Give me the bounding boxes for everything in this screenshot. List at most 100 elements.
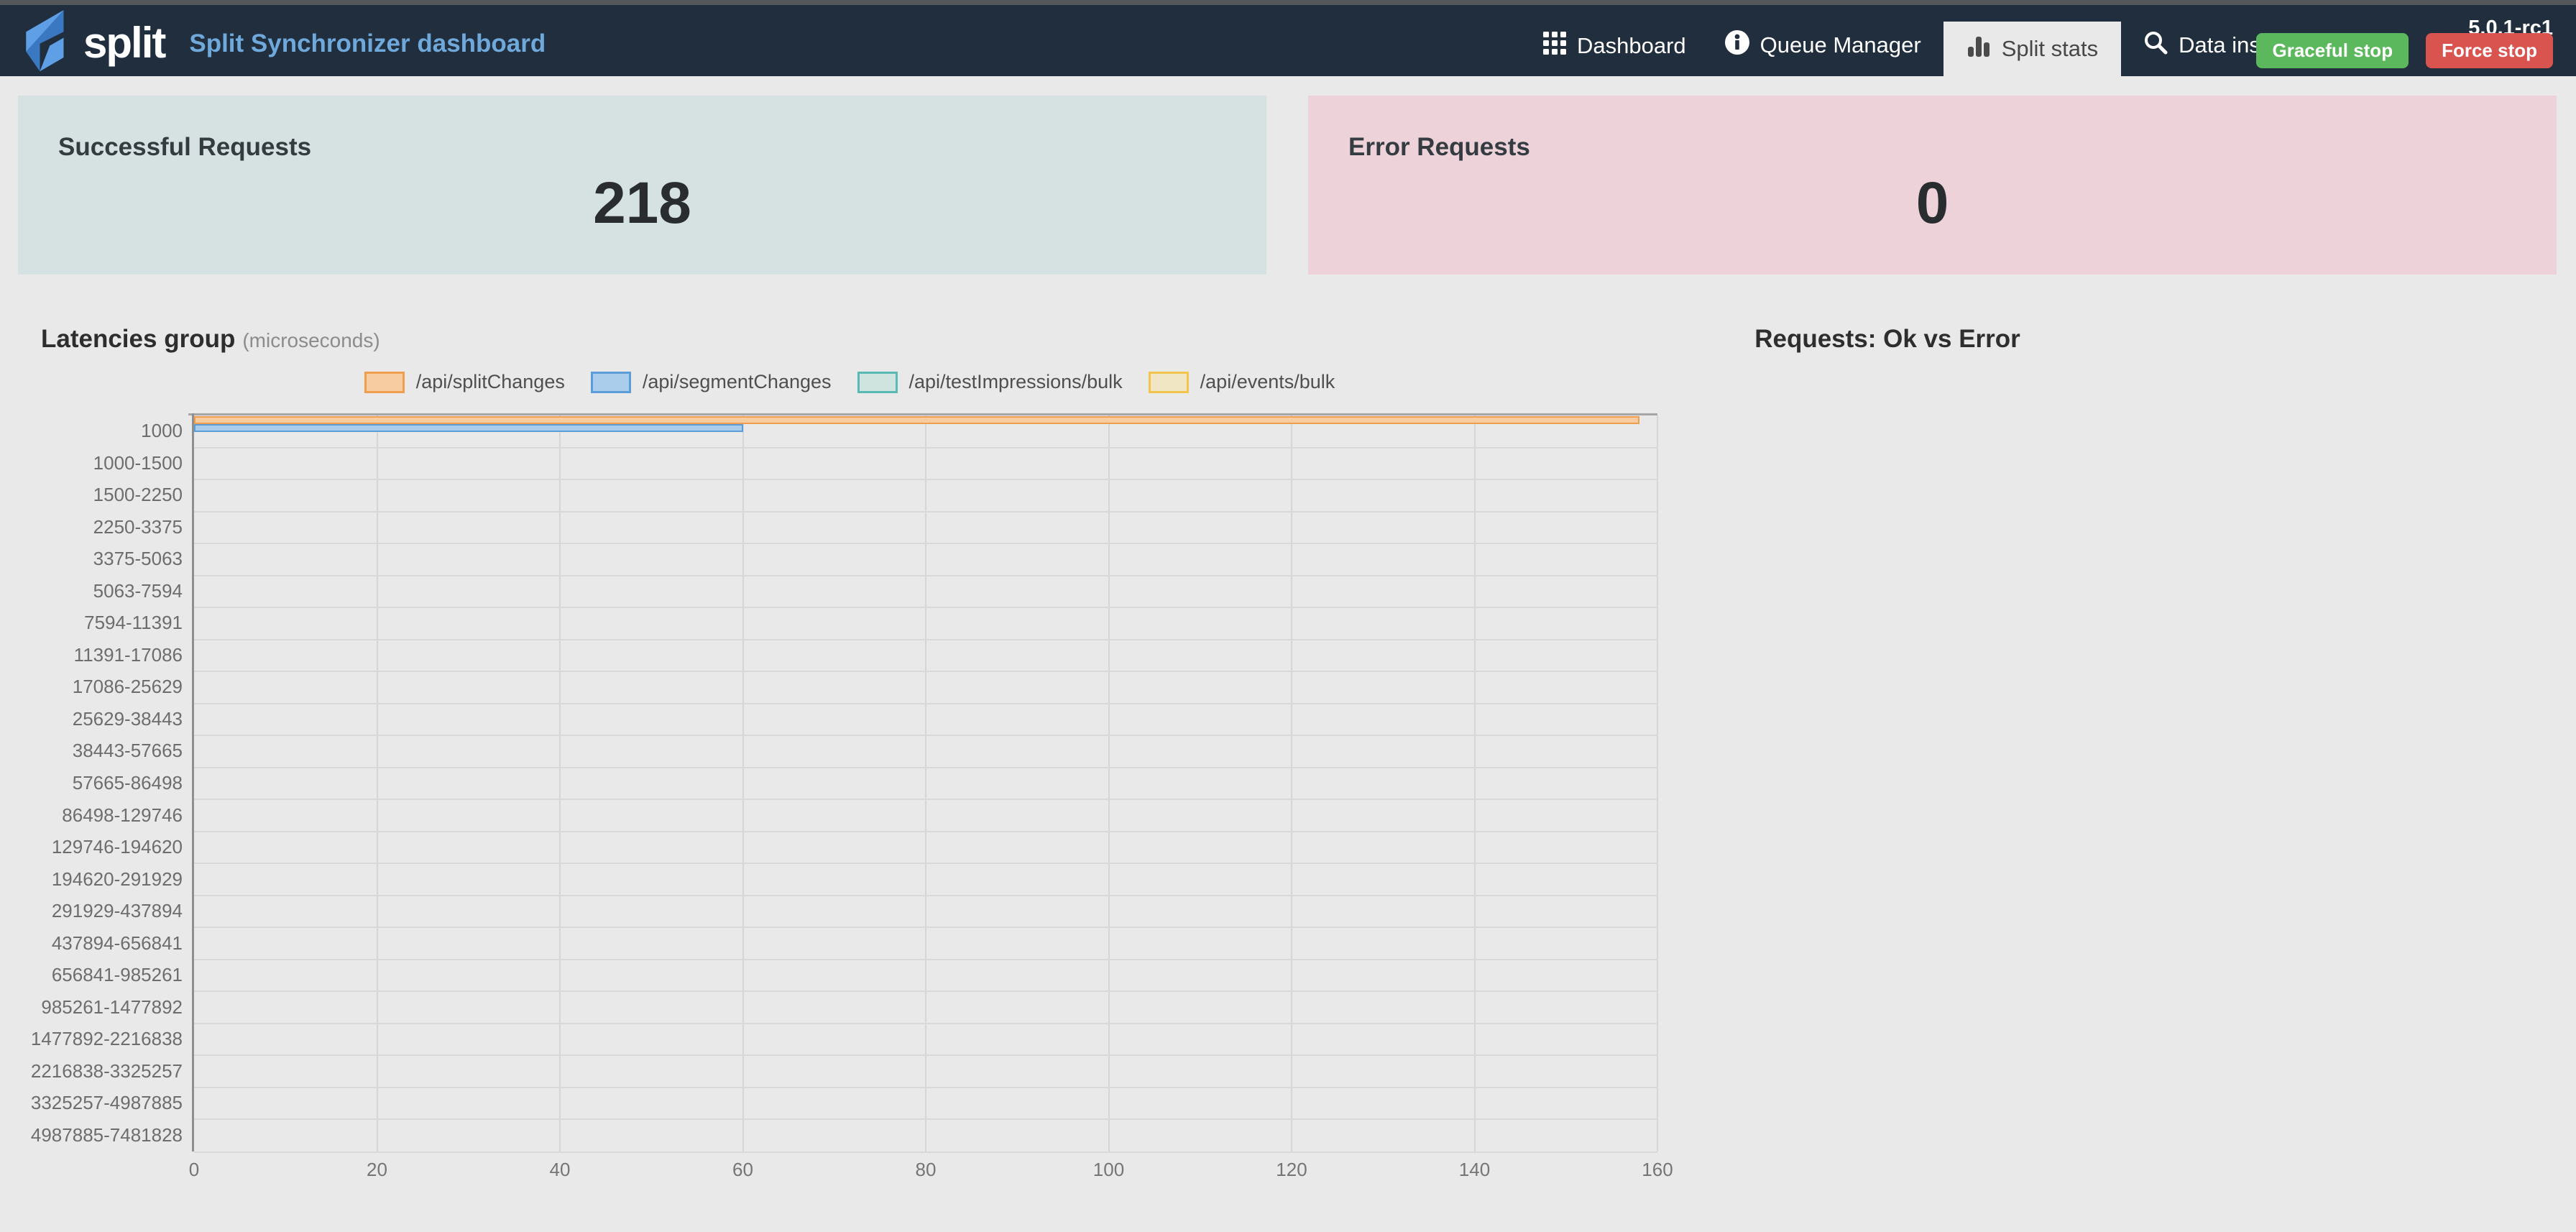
x-axis-tick-label: 140 (1458, 1159, 1491, 1180)
nav-item-label: Split stats (2001, 36, 2099, 61)
legend-item[interactable]: /api/events/bulk (1148, 371, 1335, 393)
y-axis-category-label: 1000 (141, 420, 183, 442)
chart-top-border (188, 413, 1657, 415)
latencies-subtitle: (microseconds) (242, 329, 380, 351)
brand-word: split (83, 19, 166, 67)
grid-line-horizontal (194, 990, 1657, 993)
legend-swatch (857, 371, 898, 393)
latencies-section-title: Latencies group (microseconds) (41, 325, 380, 354)
legend-item[interactable]: /api/segmentChanges (590, 371, 832, 393)
x-axis-tick-label: 120 (1276, 1159, 1307, 1180)
card-value-wrap: 0 (1348, 162, 2516, 237)
split-logo-icon (19, 9, 69, 77)
x-axis-tick-label: 20 (367, 1159, 387, 1180)
legend-label: /api/splitChanges (415, 371, 565, 392)
grid-line-horizontal (194, 735, 1657, 737)
legend-item[interactable]: /api/testImpressions/bulk (857, 371, 1123, 393)
nav-item-queue-manager[interactable]: Queue Manager (1706, 30, 1941, 76)
y-axis-category-label: 7594-11391 (84, 612, 183, 634)
grid-line-horizontal (194, 927, 1657, 929)
grid-line-vertical (925, 415, 926, 1151)
legend-swatch (1148, 371, 1189, 393)
legend-label: /api/testImpressions/bulk (908, 371, 1123, 392)
x-axis-tick-label: 0 (188, 1159, 200, 1180)
legend-item[interactable]: /api/splitChanges (364, 371, 565, 393)
legend-label: /api/events/bulk (1200, 371, 1335, 392)
grid-icon (1543, 32, 1566, 60)
chart-legend: /api/splitChanges/api/segmentChanges/api… (0, 371, 1699, 393)
grid-line-horizontal (194, 574, 1657, 576)
y-axis-category-label: 11391-17086 (73, 643, 183, 666)
y-axis-category-label: 656841-985261 (51, 964, 183, 986)
error-requests-value: 0 (1915, 170, 1949, 236)
y-axis-category-label: 17086-25629 (72, 676, 183, 698)
stats-icon (1966, 34, 1991, 64)
grid-line-horizontal (194, 607, 1657, 609)
x-axis-tick-label: 100 (1092, 1159, 1125, 1180)
y-axis-category-label: 3375-5063 (93, 548, 183, 570)
legend-swatch (364, 371, 405, 393)
error-requests-card: Error Requests 0 (1308, 96, 2557, 275)
grid-line-vertical (1291, 415, 1292, 1151)
latencies-title-text: Latencies group (41, 325, 236, 353)
info-icon (1724, 30, 1749, 60)
nav-item-dashboard[interactable]: Dashboard (1524, 32, 1706, 76)
grid-line-horizontal (194, 894, 1657, 896)
main-nav: Dashboard Queue Manager (1524, 5, 2342, 76)
y-axis-category-label: 291929-437894 (51, 900, 183, 922)
nav-item-label: Dashboard (1577, 33, 1686, 58)
grid-line-horizontal (194, 1022, 1657, 1024)
nav-item-label: Queue Manager (1760, 32, 1921, 58)
x-axis-tick-label: 160 (1642, 1159, 1673, 1180)
y-axis-category-label: 2216838-3325257 (30, 1059, 183, 1082)
y-axis-category-label: 4987885-7481828 (30, 1123, 183, 1146)
grid-line-horizontal (194, 1086, 1657, 1088)
y-axis-category-label: 985261-1477892 (41, 996, 183, 1018)
grid-line-vertical (376, 415, 378, 1151)
grid-line-horizontal (194, 446, 1657, 449)
grid-line-horizontal (194, 830, 1657, 832)
grid-line-vertical (1108, 415, 1110, 1151)
successful-requests-card: Successful Requests 218 (18, 96, 1266, 275)
y-axis-category-label: 1000-1500 (93, 451, 183, 474)
grid-line-vertical (1657, 415, 1658, 1151)
graceful-stop-button[interactable]: Graceful stop (2256, 33, 2409, 68)
y-axis-category-label: 5063-7594 (93, 579, 183, 602)
y-axis-line (192, 413, 194, 1151)
x-axis-tick-label: 40 (549, 1159, 571, 1180)
force-stop-button[interactable]: Force stop (2426, 33, 2553, 68)
requests-chart-title: Requests: Ok vs Error (1754, 325, 2020, 353)
grid-line-horizontal (194, 638, 1657, 640)
grid-line-horizontal (194, 702, 1657, 704)
search-icon (2143, 30, 2168, 60)
nav-item-split-stats[interactable]: Split stats (1943, 22, 2122, 76)
grid-line-horizontal (194, 479, 1657, 481)
y-axis-category-label: 194620-291929 (51, 868, 183, 890)
legend-label: /api/segmentChanges (642, 371, 832, 392)
legend-swatch (590, 371, 631, 393)
y-axis-category-label: 25629-38443 (72, 707, 183, 730)
x-axis-tick-label: 80 (915, 1159, 937, 1180)
grid-line-horizontal (194, 671, 1657, 673)
stop-buttons: Graceful stop Force stop (2256, 33, 2553, 68)
grid-line-horizontal (194, 958, 1657, 960)
grid-line-horizontal (194, 543, 1657, 545)
successful-requests-value: 218 (593, 170, 691, 236)
grid-line-horizontal (194, 799, 1657, 801)
y-axis-category-label: 437894-656841 (51, 932, 183, 954)
x-axis-tick-label: 60 (732, 1159, 753, 1180)
grid-line-horizontal (194, 863, 1657, 865)
latency-bar (194, 416, 1639, 424)
brand[interactable]: split Split Synchronizer dashboard (19, 9, 546, 77)
grid-line-horizontal (194, 510, 1657, 512)
grid-line-horizontal (194, 1054, 1657, 1057)
grid-line-vertical (1473, 415, 1476, 1151)
navbar: split Split Synchronizer dashboard Dashb… (0, 0, 2576, 76)
y-axis-category-label: 129746-194620 (51, 836, 183, 858)
y-axis-category-label: 2250-3375 (93, 515, 183, 538)
app-title: Split Synchronizer dashboard (189, 29, 546, 58)
latency-bar (194, 424, 743, 433)
card-title: Error Requests (1348, 133, 1530, 161)
grid-line-horizontal (194, 1118, 1657, 1121)
